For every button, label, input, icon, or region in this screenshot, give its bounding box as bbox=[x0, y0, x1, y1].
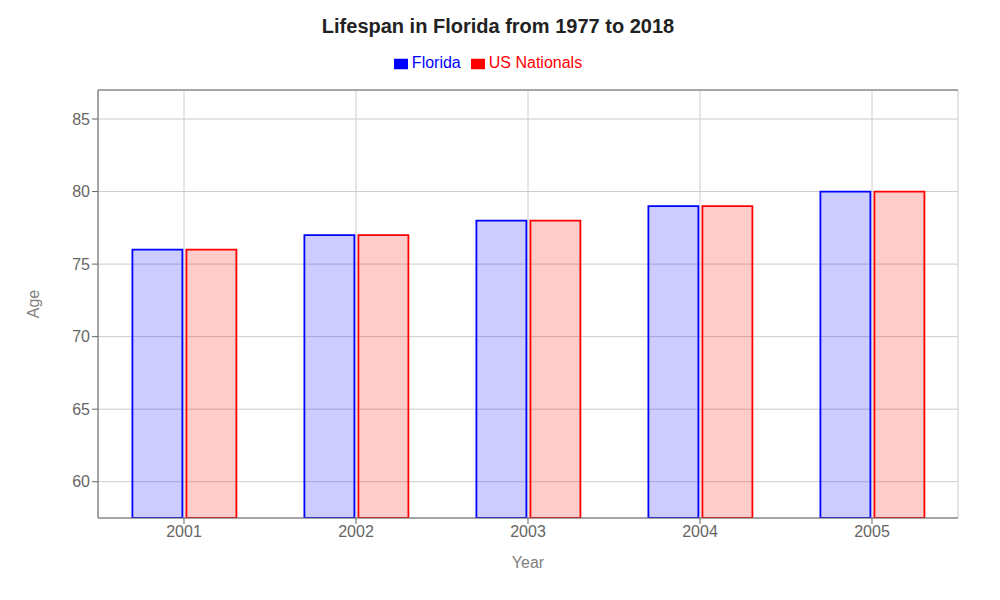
svg-text:Year: Year bbox=[512, 554, 545, 571]
svg-text:65: 65 bbox=[72, 401, 90, 418]
svg-text:2001: 2001 bbox=[166, 523, 202, 540]
html-text:Lifespan in Florida from 1977: Lifespan in Florida from 1977 to 2018 bbox=[321, 15, 675, 37]
svg-text:70: 70 bbox=[72, 328, 90, 345]
svg-text:75: 75 bbox=[72, 256, 90, 273]
html-text:US Nationals: US Nationals bbox=[488, 54, 583, 71]
svg-text:2002: 2002 bbox=[338, 523, 374, 540]
svg-text:80: 80 bbox=[72, 183, 90, 200]
svg-text:2005: 2005 bbox=[854, 523, 890, 540]
html-text:Florida: Florida bbox=[411, 54, 461, 71]
svg-text:Age: Age bbox=[25, 290, 42, 319]
svg-text:2004: 2004 bbox=[682, 523, 718, 540]
svg-text:85: 85 bbox=[72, 111, 90, 128]
svg-text:60: 60 bbox=[72, 473, 90, 490]
svg-text:2003: 2003 bbox=[510, 523, 546, 540]
